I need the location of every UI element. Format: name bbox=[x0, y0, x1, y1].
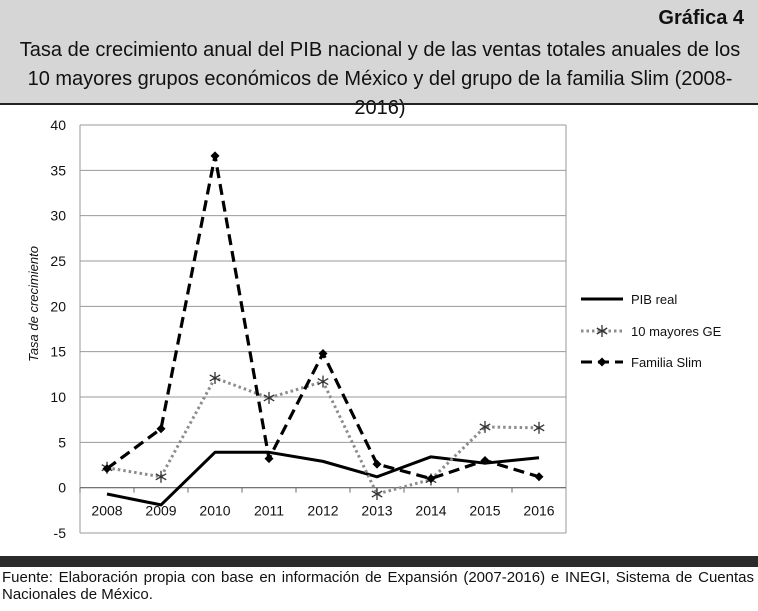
x-tick-label: 2014 bbox=[415, 503, 446, 519]
legend-label: PIB real bbox=[631, 292, 677, 307]
y-tick-label: 30 bbox=[50, 208, 66, 224]
bottom-rule bbox=[0, 556, 758, 567]
y-tick-label: 20 bbox=[50, 298, 66, 314]
data-point bbox=[479, 420, 491, 433]
data-point bbox=[426, 474, 436, 484]
series-line bbox=[106, 376, 540, 496]
x-tick-label: 2013 bbox=[361, 503, 392, 519]
data-point bbox=[263, 391, 275, 404]
data-point bbox=[317, 375, 329, 388]
chart-frame bbox=[0, 103, 758, 558]
y-tick-label: -5 bbox=[54, 525, 67, 541]
data-point bbox=[155, 470, 167, 483]
y-tick-label: 10 bbox=[50, 389, 66, 405]
figure-number: Gráfica 4 bbox=[658, 7, 744, 29]
x-tick-label: 2011 bbox=[254, 503, 284, 519]
legend-label: 10 mayores GE bbox=[631, 324, 722, 339]
y-tick-label: 5 bbox=[58, 434, 66, 450]
legend-marker bbox=[597, 357, 607, 367]
y-axis-label: Tasa de crecimiento bbox=[26, 246, 41, 362]
data-point bbox=[534, 472, 544, 482]
chart-header: Gráfica 4 Tasa de crecimiento anual del … bbox=[0, 0, 758, 119]
data-point bbox=[264, 454, 274, 464]
legend-marker bbox=[596, 325, 608, 337]
x-tick-label: 2016 bbox=[523, 503, 554, 519]
line-chart: -5 0 5 10 15 20 25 30 35 40 2008 2009 2010 2011 2012 20… bbox=[26, 117, 722, 541]
data-point bbox=[480, 455, 490, 465]
y-tick-label: 25 bbox=[50, 253, 66, 269]
chart-title: Tasa de crecimiento anual del PIB nacion… bbox=[19, 39, 741, 119]
data-point bbox=[533, 421, 545, 434]
y-tick-label: 15 bbox=[50, 344, 66, 360]
data-point bbox=[372, 459, 382, 469]
source-note: Fuente: Elaboración propia con base en i… bbox=[2, 569, 754, 603]
series-line bbox=[106, 450, 540, 507]
x-tick-label: 2010 bbox=[199, 503, 230, 519]
series-line bbox=[106, 154, 540, 481]
y-tick-label: 35 bbox=[50, 162, 66, 178]
legend-label: Familia Slim bbox=[631, 355, 702, 370]
y-tick-label: 40 bbox=[50, 117, 66, 133]
data-point bbox=[209, 371, 221, 384]
y-tick-label: 0 bbox=[58, 480, 66, 496]
data-point bbox=[102, 464, 112, 474]
data-point bbox=[371, 488, 383, 501]
data-point bbox=[156, 424, 166, 434]
data-point bbox=[210, 151, 220, 161]
x-tick-label: 2015 bbox=[469, 503, 500, 519]
x-tick-label: 2009 bbox=[145, 503, 176, 519]
x-tick-label: 2012 bbox=[307, 503, 338, 519]
x-tick-label: 2008 bbox=[91, 503, 122, 519]
data-point bbox=[318, 348, 328, 358]
